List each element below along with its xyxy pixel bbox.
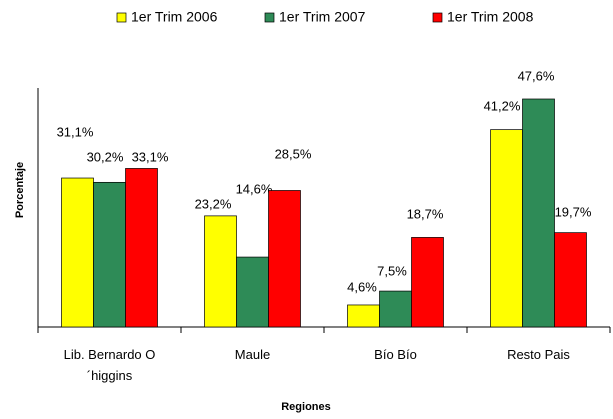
bar: [125, 168, 158, 328]
bar: [93, 181, 126, 328]
legend-label: 1er Trim 2007: [279, 9, 366, 25]
data-label: 31,1%: [57, 124, 94, 139]
data-label: 28,5%: [275, 146, 312, 161]
y-axis-label: Porcentaje: [14, 162, 26, 218]
legend-label: 1er Trim 2008: [447, 9, 534, 25]
data-label: 41,2%: [484, 98, 521, 113]
legend-swatch: [264, 12, 275, 23]
data-label: 14,6%: [236, 181, 273, 196]
data-label: 23,2%: [195, 196, 232, 211]
bar: [236, 256, 269, 328]
data-label: 4,6%: [347, 279, 377, 294]
x-tick-label: Bío Bío: [374, 347, 417, 362]
bar: [490, 129, 523, 328]
data-label: 18,7%: [407, 206, 444, 221]
bar: [522, 98, 555, 328]
legend-swatch: [432, 12, 443, 23]
legend-swatch: [116, 12, 127, 23]
data-label: 47,6%: [518, 68, 555, 83]
x-tick-label: Lib. Bernardo O´higgins: [63, 347, 156, 383]
bar: [379, 290, 412, 328]
bar: [411, 237, 444, 328]
legend-label: 1er Trim 2006: [131, 9, 218, 25]
bar: [204, 215, 237, 328]
data-label: 30,2%: [87, 149, 124, 164]
data-label: 33,1%: [132, 149, 169, 164]
bar: [554, 232, 587, 328]
data-label: 7,5%: [377, 263, 407, 278]
x-axis-label: Regiones: [281, 401, 331, 413]
data-label: 19,7%: [555, 204, 592, 219]
bar: [61, 177, 94, 328]
bar: [268, 190, 301, 328]
x-tick-label: Maule: [234, 347, 271, 362]
bar: [347, 304, 380, 328]
x-tick-label: Resto Pais: [507, 347, 570, 362]
